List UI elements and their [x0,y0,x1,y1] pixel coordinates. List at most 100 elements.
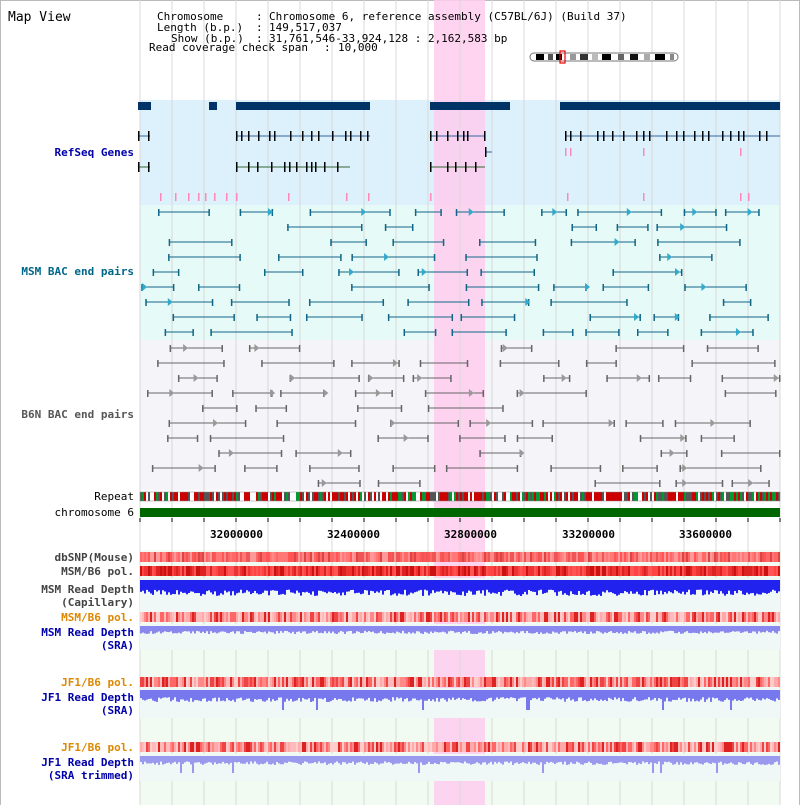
read-depth-bar [144,580,146,594]
heat-strip-cell [528,566,530,576]
heat-strip-cell [342,612,344,622]
heat-strip-cell [358,566,360,576]
heat-strip-cell [646,677,648,687]
heat-strip-cell [530,566,532,576]
track-label-dbsnp[interactable]: dbSNP(Mouse) [54,551,134,564]
heat-strip-cell [288,552,290,562]
read-depth-bar [624,626,626,633]
read-depth-bar [162,690,164,698]
read-depth-bar [492,756,494,765]
heat-strip-cell [154,677,156,687]
heat-strip-cell [226,552,228,562]
read-depth-bar [162,580,164,591]
read-depth-bar [232,580,234,592]
read-depth-bar [220,756,222,764]
bac-end [602,284,604,291]
track-label-msm-depth-sra[interactable]: MSM Read Depth [41,626,134,639]
read-depth-bar [168,756,170,763]
heat-strip-cell [668,612,670,622]
repeat-mark [586,492,588,501]
read-depth-bar [484,756,486,763]
read-depth-bar [438,580,440,592]
heat-strip-cell [404,552,406,562]
track-label-msm-b6-pol[interactable]: MSM/B6 pol. [61,565,134,578]
heat-strip-cell [332,552,334,562]
heat-strip-cell [494,566,496,576]
heat-strip-cell [258,566,260,576]
read-depth-bar [728,690,730,700]
read-depth-bar [578,756,580,763]
heat-strip-cell [238,612,240,622]
bac-end [309,209,312,216]
heat-strip-cell [244,552,246,562]
heat-strip-cell [296,677,298,687]
read-depth-bar [760,580,762,595]
heat-strip-cell [374,742,376,752]
read-depth-bar [506,580,508,590]
read-depth-bar [632,690,634,700]
track-label-jf1-b6-pol-2[interactable]: JF1/B6 pol. [61,741,134,754]
track-label-msm-depth-capillary[interactable]: MSM Read Depth [41,583,134,596]
read-depth-bar [436,626,438,633]
read-depth-bar [574,580,576,595]
heat-strip-cell [624,566,626,576]
heat-strip-cell [358,552,360,562]
read-depth-bar [350,690,352,702]
track-label-jf1-depth-sra[interactable]: JF1 Read Depth [41,691,134,704]
read-depth-bar [214,626,216,633]
heat-strip-cell [754,612,756,622]
repeat-mark [302,492,304,501]
heat-strip-cell [162,742,164,752]
heat-strip-cell [734,566,736,576]
read-depth-bar [158,690,160,698]
read-depth-bar [608,580,610,593]
read-depth-bar [736,756,738,765]
read-depth-bar [318,626,320,634]
heat-strip-cell [546,612,548,622]
heat-strip-cell [710,677,712,687]
track-label-chromosome[interactable]: chromosome 6 [54,506,134,519]
heat-strip-cell [366,552,368,562]
read-depth-bar [758,626,760,632]
bac-end [691,360,693,367]
track-label-refseq[interactable]: RefSeq Genes [54,146,134,159]
read-depth-bar [588,580,590,591]
read-depth-bar [370,626,372,633]
read-depth-bar [666,580,668,594]
track-label-jf1-b6-pol[interactable]: JF1/B6 pol. [61,676,134,689]
repeat-mark [646,492,648,501]
repeat-mark [666,492,668,501]
read-depth-bar [478,756,480,764]
heat-strip-cell [142,677,144,687]
bac-end [359,480,361,487]
repeat-mark [206,492,208,501]
track-label-b6n-bac[interactable]: B6N BAC end pairs [21,408,134,421]
heat-strip-cell [156,612,158,622]
bac-end [745,284,747,291]
track-label-jf1-depth-trimmed[interactable]: JF1 Read Depth [41,756,134,769]
read-depth-bar [330,626,332,634]
repeat-mark [568,492,570,501]
heat-strip-cell [456,552,458,562]
heat-strip-cell [504,742,506,752]
read-depth-bar [662,626,664,633]
read-depth-bar [248,690,250,699]
bac-end [419,360,422,367]
read-depth-bar [188,756,190,762]
read-depth-bar [778,580,780,592]
track-label-msm-b6-pol-2[interactable]: MSM/B6 pol. [61,611,134,624]
read-depth-bar [420,690,422,700]
read-depth-bar [644,756,646,763]
heat-strip-cell [472,742,474,752]
bac-end [513,314,516,321]
heat-strip-cell [230,677,232,687]
read-depth-bar [268,580,270,596]
repeat-mark [154,492,156,501]
read-depth-bar [586,690,588,702]
track-label-repeat[interactable]: Repeat [94,490,134,503]
read-depth-bar [480,690,482,702]
read-depth-bar [282,626,284,633]
track-label-msm-bac[interactable]: MSM BAC end pairs [21,265,134,278]
read-depth-bar [632,756,634,764]
